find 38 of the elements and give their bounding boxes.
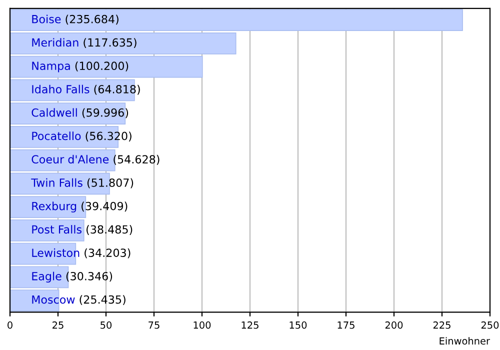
data-label: (54.628)	[114, 154, 160, 165]
x-tick-label: 150	[290, 321, 307, 329]
data-label: (117.635)	[84, 38, 136, 48]
data-label: (235.684)	[66, 14, 118, 25]
x-tick-label: 250	[481, 321, 499, 329]
data-label: (64.818)	[94, 84, 140, 95]
x-tick-label: 175	[338, 322, 354, 329]
y-tick-label: Moscow	[32, 295, 75, 304]
y-tick-label: Coeur d'Alene	[32, 154, 109, 164]
data-label: (100.200)	[75, 61, 128, 72]
data-label: (30.346)	[66, 272, 112, 282]
data-label: (34.203)	[84, 248, 130, 258]
data-label: (38.485)	[86, 225, 132, 235]
x-tick-label: 25	[52, 321, 64, 329]
y-tick-label: Lewiston	[32, 248, 80, 257]
x-tick-label: 0	[8, 321, 12, 329]
data-label: (51.807)	[87, 178, 134, 188]
data-label: (59.996)	[82, 108, 128, 118]
y-tick-label: Idaho Falls	[32, 84, 90, 94]
x-axis-title: Einwohner	[440, 337, 490, 345]
y-tick-label: Eagle	[32, 272, 62, 283]
x-tick-label: 50	[100, 321, 112, 329]
x-tick-label: 225	[433, 321, 450, 329]
x-tick-label: 100	[194, 321, 211, 329]
y-tick-label: Caldwell	[32, 108, 77, 117]
y-tick-label: Pocatello	[32, 132, 81, 140]
data-label: (25.435)	[80, 295, 126, 306]
y-tick-label: Post Falls	[32, 225, 82, 234]
data-label: (56.320)	[86, 132, 132, 142]
x-tick-label: 200	[385, 321, 403, 329]
y-tick-label: Rexburg	[32, 202, 76, 212]
y-tick-label: Twin Falls	[31, 178, 82, 187]
y-tick-label: Meridian	[32, 38, 78, 47]
x-tick-label: 125	[242, 321, 258, 329]
x-tick-label: 75	[148, 322, 160, 329]
y-tick-label: Boise	[32, 14, 61, 24]
y-tick-label: Nampa	[32, 62, 70, 72]
data-label: (39.409)	[82, 202, 128, 212]
